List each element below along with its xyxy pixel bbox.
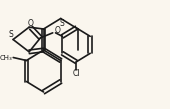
- Text: Cl: Cl: [73, 69, 80, 78]
- Text: S: S: [9, 30, 14, 39]
- Text: O: O: [55, 26, 60, 35]
- Text: S: S: [59, 19, 64, 28]
- Text: CH₃: CH₃: [0, 54, 12, 60]
- Text: O: O: [27, 19, 33, 28]
